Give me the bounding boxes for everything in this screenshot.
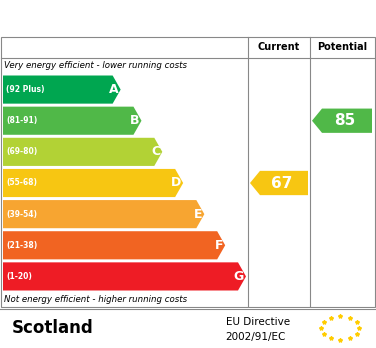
Polygon shape — [312, 109, 372, 133]
Text: D: D — [171, 176, 181, 190]
Text: 2002/91/EC: 2002/91/EC — [226, 332, 286, 342]
Text: (1-20): (1-20) — [6, 272, 32, 281]
Text: Potential: Potential — [317, 42, 367, 52]
Text: 85: 85 — [334, 113, 356, 128]
Text: (39-54): (39-54) — [6, 209, 37, 219]
Text: (81-91): (81-91) — [6, 116, 37, 125]
Polygon shape — [3, 231, 225, 259]
Text: C: C — [151, 145, 160, 158]
Text: E: E — [194, 208, 202, 221]
Polygon shape — [3, 169, 183, 197]
Polygon shape — [250, 171, 308, 195]
Text: B: B — [130, 114, 139, 127]
Polygon shape — [3, 76, 121, 104]
Text: Energy Efficiency Rating: Energy Efficiency Rating — [11, 9, 259, 27]
Polygon shape — [3, 262, 246, 291]
Text: (21-38): (21-38) — [6, 241, 37, 250]
Text: F: F — [215, 239, 223, 252]
Text: (92 Plus): (92 Plus) — [6, 85, 44, 94]
Text: Not energy efficient - higher running costs: Not energy efficient - higher running co… — [4, 295, 187, 304]
Text: (69-80): (69-80) — [6, 147, 37, 156]
Text: A: A — [109, 83, 119, 96]
Text: 67: 67 — [271, 175, 293, 190]
Text: G: G — [234, 270, 244, 283]
Text: (55-68): (55-68) — [6, 179, 37, 188]
Text: Scotland: Scotland — [11, 319, 93, 337]
Text: EU Directive: EU Directive — [226, 317, 290, 327]
Polygon shape — [3, 138, 162, 166]
Text: Current: Current — [258, 42, 300, 52]
Polygon shape — [3, 200, 204, 228]
Text: Very energy efficient - lower running costs: Very energy efficient - lower running co… — [4, 62, 187, 71]
Polygon shape — [3, 106, 141, 135]
